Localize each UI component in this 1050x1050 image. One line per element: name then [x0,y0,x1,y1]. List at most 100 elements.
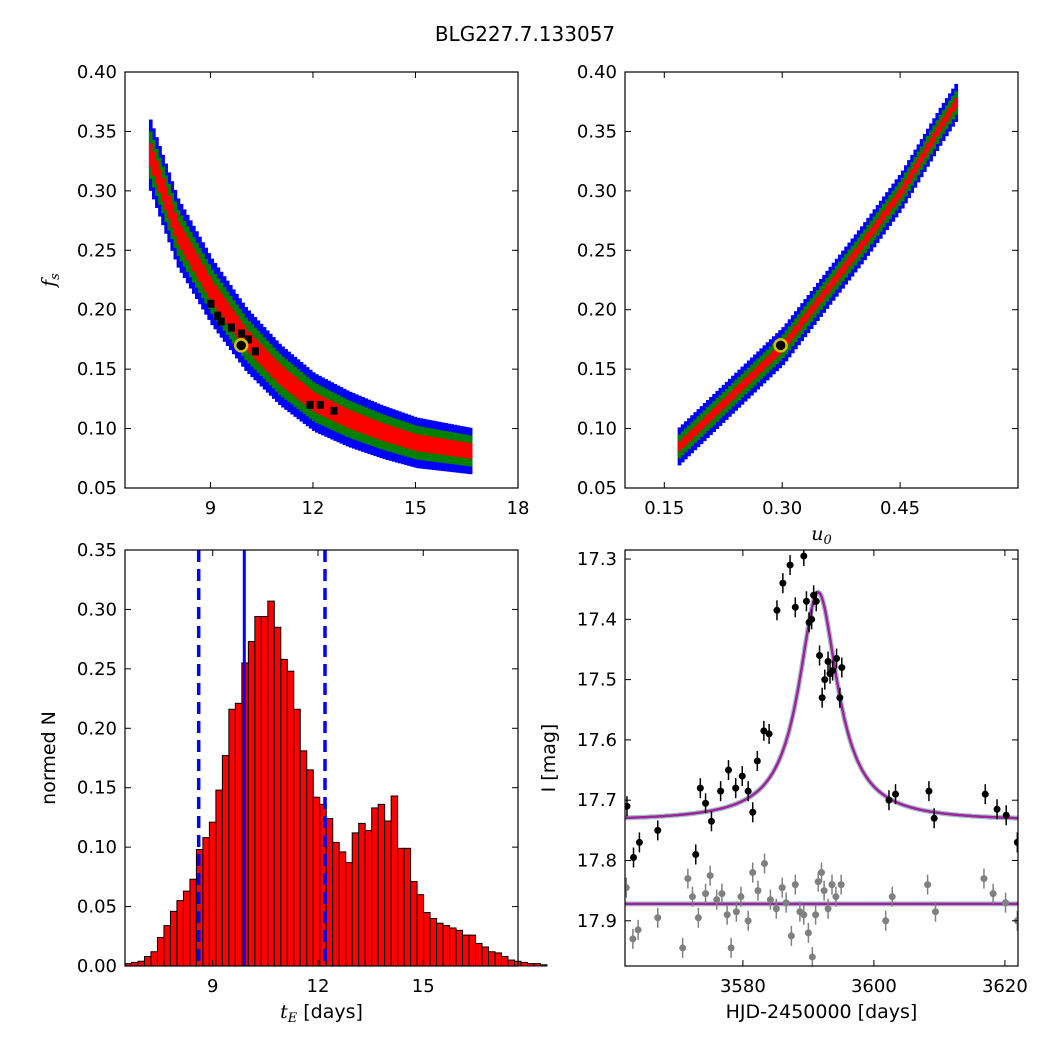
residual-point [732,908,740,916]
density-cell-red [690,429,694,440]
data-point [635,838,643,846]
y-tick-label: 17.5 [577,670,617,691]
y-tick-label: 0.25 [77,659,117,680]
density-cell-red [894,193,899,204]
x-tick-label: 0.30 [762,498,802,519]
density-cell-red [753,368,757,379]
data-point [753,757,761,765]
density-cell-red [459,441,464,458]
density-cell-red [391,426,396,445]
histogram-bar [254,616,262,967]
data-point [821,676,829,684]
residual-point [814,878,822,886]
density-cell-red [235,315,239,337]
density-cell-red [225,302,230,325]
density-cell-red [687,432,691,443]
histogram-bar [520,961,528,967]
density-cell-red [281,366,285,388]
y-tick-label: 17.6 [577,730,617,751]
y-axis-label: normed N [38,711,60,805]
density-cell-red [201,264,205,288]
histogram-bar [189,878,197,967]
density-cell-red [797,321,801,331]
data-point [812,597,820,605]
density-cell-red [265,351,270,372]
data-point [833,655,841,663]
data-point [824,658,832,666]
histogram-bar [332,841,340,967]
density-cell-red [465,442,470,459]
density-cell-red [311,391,316,412]
density-cell-red [856,244,861,255]
density-cell-red [938,122,943,132]
histogram-bar [137,960,145,967]
histogram-bar [364,830,373,967]
residual-point [800,911,808,919]
residual-point [824,905,832,913]
data-point [1013,838,1018,846]
residual-point [706,872,714,880]
y-tick-label: 17.3 [577,549,617,570]
panel-te-histogram: 9 12 15 0.00 0.05 0.10 0.15 0.20 0.25 0.30 0.35 tE … [38,540,548,1026]
histogram-bar [475,942,483,967]
histogram-bar [410,881,418,967]
x-axis-label: u0 [811,523,832,548]
density-cell-red [348,410,353,430]
density-cell-red [715,405,720,415]
density-cell-red [944,112,949,122]
residual-point [749,869,757,877]
x-tick-label: 0.45 [880,498,920,519]
histogram-bar [247,641,256,967]
residual-point [629,935,637,943]
y-tick-label: 0.35 [77,121,117,142]
data-point [930,814,938,822]
density-cell-red [737,383,742,394]
density-cell-red [718,402,723,412]
density-cell-black [238,329,246,338]
histogram-bar [195,849,204,967]
data-point [993,805,1001,813]
histogram-bar [526,963,535,967]
density-cell-red [749,371,754,382]
density-cell-red [888,202,893,212]
density-cell-red [388,425,393,444]
histogram-bar [423,912,431,967]
residual-point [718,890,726,898]
density-cell-red [358,414,362,433]
density-cell-red [167,195,172,219]
density-cell-red [164,186,168,211]
density-cell-red [327,399,331,419]
density-cell-red [951,102,955,113]
density-cell-red [850,252,855,263]
histogram-bar [345,862,353,967]
density-cell-red [195,253,199,277]
data-point [630,853,638,861]
density-cell-red [438,438,442,455]
density-cell-red [954,98,959,108]
density-cell-red [712,408,716,418]
histogram-bar [429,917,438,967]
density-cell-red [743,377,748,388]
residual-point [679,944,687,952]
density-cell-red [434,437,439,454]
panel-light-curve: 3580 3600 3620 17.3 17.4 17.5 17.6 17.7 17.8 17.9… [538,549,1028,1023]
y-tick-label: 0.05 [77,897,117,918]
best-fit-marker [233,338,249,353]
density-cell-red [336,404,341,424]
density-cell-red [677,441,682,452]
density-cell-red [762,359,767,370]
histogram-bar [338,851,347,967]
x-tick-label: 9 [207,976,218,997]
density-cell-red [809,305,814,315]
residual-point [766,896,774,904]
density-cell-red [841,264,845,275]
density-cell-red [425,436,430,453]
density-cell-red [462,442,467,458]
y-tick-label: 0.10 [577,419,617,440]
y-tick-label: 0.40 [77,62,117,83]
y-tick-label: 0.15 [77,359,117,380]
residual-point [828,881,836,889]
density-cell-red [305,386,310,407]
density-cell-black [217,317,225,326]
